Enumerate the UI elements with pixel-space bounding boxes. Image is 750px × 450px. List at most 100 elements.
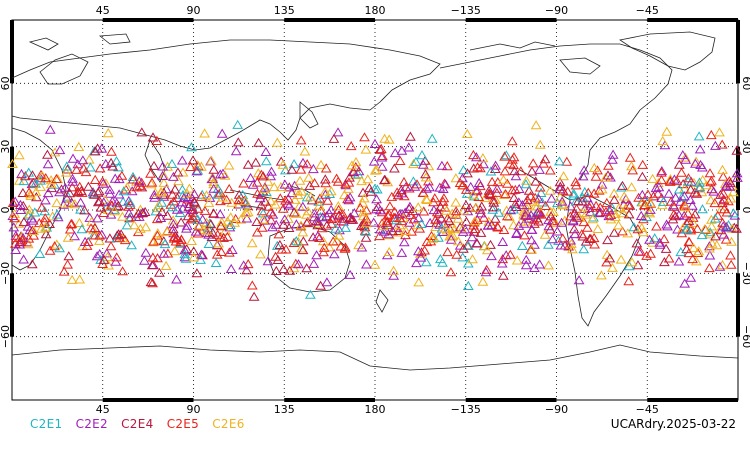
- observation-triangle: [186, 214, 197, 224]
- observation-triangle: [389, 163, 400, 173]
- observation-triangle: [188, 252, 200, 262]
- observation-triangle: [470, 202, 482, 212]
- map-frame: [10, 18, 740, 402]
- observation-triangle: [51, 173, 62, 183]
- observation-triangle: [563, 241, 575, 251]
- observation-triangle: [158, 248, 170, 258]
- observation-triangle: [551, 226, 563, 236]
- observation-triangle: [239, 195, 251, 206]
- observation-triangle: [412, 202, 424, 212]
- observation-triangle: [186, 235, 197, 245]
- observation-triangle: [342, 194, 353, 204]
- observation-triangle: [394, 213, 406, 223]
- observation-triangle: [716, 139, 728, 149]
- observation-triangle: [308, 163, 319, 174]
- coast-north-america: [439, 43, 673, 181]
- observation-triangle: [531, 201, 543, 211]
- observation-triangle: [604, 253, 616, 263]
- observation-triangle: [592, 165, 603, 175]
- observation-triangle: [644, 197, 656, 208]
- legend-item-c2e2: C2E2: [75, 417, 108, 431]
- observation-triangle: [458, 165, 469, 175]
- observation-triangle: [327, 236, 339, 246]
- observation-triangle: [52, 212, 64, 222]
- observation-triangle: [104, 184, 116, 194]
- observation-triangle: [35, 175, 46, 185]
- observation-triangle: [155, 187, 167, 197]
- observation-triangle: [452, 213, 464, 223]
- observation-triangle: [275, 182, 287, 192]
- observation-triangle: [315, 159, 327, 169]
- observation-triangle: [111, 230, 123, 240]
- observation-triangle: [675, 247, 687, 257]
- lat-tick-label-right: 30: [740, 140, 750, 154]
- observation-triangle: [725, 250, 736, 260]
- observation-triangle: [102, 128, 114, 138]
- observation-triangle: [181, 223, 192, 233]
- axis-labels: 45 90 135 180 −135 −90 −45 45 90 135 180 −135 −90 −45…: [0, 4, 750, 416]
- legend-item-c2e6: C2E6: [212, 417, 245, 431]
- observation-triangle: [177, 203, 189, 213]
- observation-triangle: [420, 257, 432, 267]
- observation-triangle: [8, 222, 20, 232]
- observation-triangle: [468, 226, 480, 236]
- lat-tick-label-left: 60: [0, 76, 12, 90]
- observation-triangle: [58, 199, 69, 209]
- observation-triangle: [637, 159, 649, 169]
- observation-triangle: [645, 248, 656, 258]
- observation-triangle: [473, 177, 485, 187]
- observation-triangle: [408, 214, 420, 224]
- observation-triangle: [409, 181, 421, 191]
- observation-triangle: [413, 213, 424, 223]
- observation-triangle: [232, 137, 244, 147]
- observation-triangle: [288, 237, 300, 247]
- observation-triangle: [679, 191, 690, 201]
- observation-triangle: [529, 218, 540, 228]
- observation-triangle: [211, 249, 223, 259]
- observation-triangle: [709, 198, 721, 208]
- observation-triangle: [179, 245, 191, 255]
- observation-triangle: [301, 192, 313, 202]
- observation-triangle: [683, 248, 695, 258]
- observation-triangle: [687, 200, 698, 210]
- observation-triangle: [682, 176, 694, 186]
- observation-triangle: [362, 174, 374, 184]
- observation-triangle: [508, 152, 520, 162]
- observation-triangle: [212, 189, 224, 199]
- observation-triangle: [488, 202, 499, 212]
- observation-triangle: [238, 178, 249, 188]
- observation-triangle: [461, 216, 472, 226]
- observation-triangle: [520, 179, 532, 189]
- observation-triangle: [499, 166, 511, 176]
- observation-triangle: [104, 233, 116, 243]
- observation-triangle: [656, 199, 668, 210]
- coast-australia: [267, 225, 351, 293]
- observation-triangle: [517, 200, 528, 210]
- observation-triangle: [186, 142, 197, 152]
- observation-triangle: [98, 207, 110, 217]
- observation-triangle: [390, 215, 402, 225]
- observation-triangle: [529, 239, 540, 249]
- observation-triangle: [577, 171, 589, 181]
- observation-triangle: [381, 250, 393, 260]
- observation-triangle: [191, 166, 203, 176]
- observation-triangle: [572, 195, 584, 206]
- observation-triangle: [534, 164, 545, 174]
- observation-triangle: [596, 184, 608, 194]
- observation-triangle: [557, 233, 569, 243]
- observation-triangle: [532, 207, 543, 217]
- observation-triangle: [317, 212, 328, 222]
- observation-triangle: [437, 196, 449, 206]
- observation-triangle: [305, 191, 316, 201]
- observation-triangle: [600, 206, 612, 216]
- observation-triangle: [484, 189, 496, 199]
- observation-triangle: [413, 277, 425, 287]
- observation-triangle: [111, 252, 123, 262]
- observation-triangle: [40, 195, 51, 205]
- observation-triangle: [232, 119, 244, 129]
- observation-triangle: [260, 146, 272, 156]
- observation-triangle: [133, 211, 145, 221]
- observation-triangle: [497, 270, 509, 280]
- observation-triangle: [554, 177, 566, 187]
- observation-triangle: [345, 141, 357, 151]
